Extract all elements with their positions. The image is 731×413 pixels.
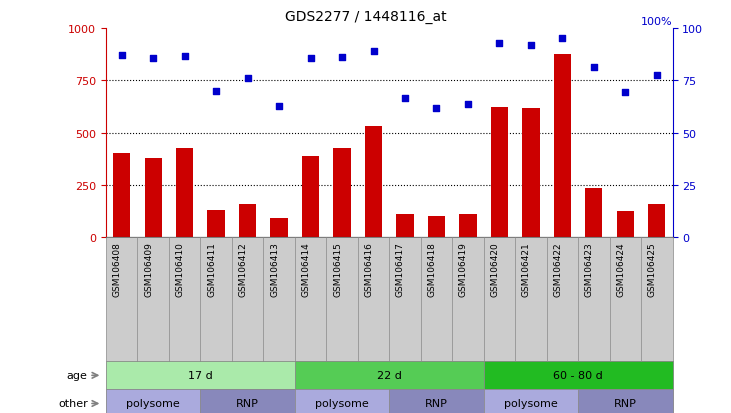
Text: GSM106411: GSM106411 xyxy=(207,242,216,297)
Point xyxy=(336,55,348,62)
Bar xyxy=(459,214,477,237)
Point xyxy=(619,89,631,96)
Text: GSM106422: GSM106422 xyxy=(553,242,562,296)
Text: GSM106424: GSM106424 xyxy=(616,242,625,296)
Point xyxy=(556,36,568,43)
Text: 60 - 80 d: 60 - 80 d xyxy=(553,370,603,380)
Point xyxy=(431,106,442,112)
Text: GSM106417: GSM106417 xyxy=(396,242,405,297)
Bar xyxy=(617,211,634,237)
Bar xyxy=(396,214,414,237)
Point xyxy=(305,56,317,62)
Text: RNP: RNP xyxy=(236,399,259,408)
Text: GSM106420: GSM106420 xyxy=(491,242,499,296)
Bar xyxy=(365,127,382,237)
Point xyxy=(211,88,222,95)
Point xyxy=(588,64,599,71)
Text: GSM106408: GSM106408 xyxy=(113,242,122,297)
Point xyxy=(116,53,128,59)
Text: other: other xyxy=(58,399,88,408)
Bar xyxy=(208,210,225,237)
Point xyxy=(651,73,662,79)
Text: 17 d: 17 d xyxy=(188,370,213,380)
Text: RNP: RNP xyxy=(614,399,637,408)
Text: GSM106416: GSM106416 xyxy=(365,242,374,297)
Text: GSM106410: GSM106410 xyxy=(175,242,185,297)
Bar xyxy=(176,149,193,237)
Point xyxy=(525,42,537,49)
Text: GSM106419: GSM106419 xyxy=(459,242,468,297)
Text: GSM106409: GSM106409 xyxy=(144,242,154,297)
Bar xyxy=(522,109,539,237)
Text: GSM106421: GSM106421 xyxy=(522,242,531,296)
Bar xyxy=(553,55,571,237)
Text: GSM106418: GSM106418 xyxy=(428,242,436,297)
Text: GSM106413: GSM106413 xyxy=(270,242,279,297)
Text: GDS2277 / 1448116_at: GDS2277 / 1448116_at xyxy=(284,10,447,24)
Bar xyxy=(113,154,130,237)
Point xyxy=(462,102,474,108)
Text: polysome: polysome xyxy=(315,399,369,408)
Text: GSM106425: GSM106425 xyxy=(648,242,656,296)
Text: age: age xyxy=(67,370,88,380)
Point xyxy=(399,95,411,102)
Bar xyxy=(491,108,508,237)
Text: polysome: polysome xyxy=(126,399,180,408)
Text: GSM106415: GSM106415 xyxy=(333,242,342,297)
Bar xyxy=(239,204,257,237)
Point xyxy=(273,104,285,110)
Text: GSM106414: GSM106414 xyxy=(302,242,311,296)
Text: 100%: 100% xyxy=(641,17,673,27)
Point xyxy=(368,49,379,55)
Bar xyxy=(586,188,602,237)
Bar xyxy=(428,216,445,237)
Point xyxy=(179,54,191,60)
Point xyxy=(493,40,505,47)
Text: polysome: polysome xyxy=(504,399,558,408)
Bar xyxy=(648,204,665,237)
Bar xyxy=(333,149,351,237)
Text: GSM106412: GSM106412 xyxy=(238,242,248,296)
Text: 22 d: 22 d xyxy=(376,370,402,380)
Point xyxy=(148,56,159,62)
Text: GSM106423: GSM106423 xyxy=(585,242,594,296)
Bar xyxy=(145,158,162,237)
Text: RNP: RNP xyxy=(425,399,448,408)
Bar xyxy=(302,156,319,237)
Bar xyxy=(270,219,288,237)
Point xyxy=(242,76,254,82)
